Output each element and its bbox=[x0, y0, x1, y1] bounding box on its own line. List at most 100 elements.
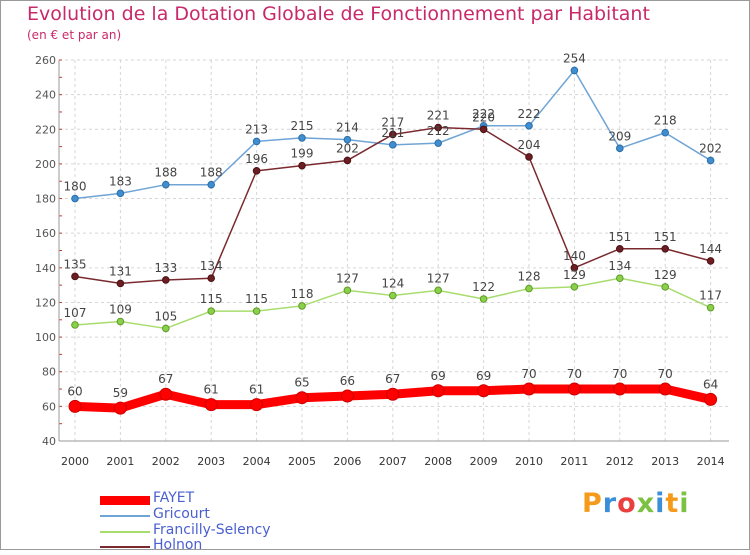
data-label-holnon: 204 bbox=[518, 138, 541, 152]
data-label-gricourt: 254 bbox=[563, 51, 586, 65]
x-tick-label: 2012 bbox=[606, 455, 634, 468]
proxiti-logo: Proxiti bbox=[582, 488, 690, 519]
data-label-fayet: 69 bbox=[431, 369, 446, 383]
data-label-gricourt: 188 bbox=[200, 166, 223, 180]
y-tick-label: 160 bbox=[35, 227, 56, 240]
data-label-francilly-selency: 134 bbox=[608, 259, 631, 273]
data-label-gricourt: 202 bbox=[699, 141, 722, 155]
data-label-fayet: 59 bbox=[113, 386, 128, 400]
data-point-fayet bbox=[204, 398, 218, 412]
data-label-gricourt: 188 bbox=[154, 166, 177, 180]
data-label-fayet: 61 bbox=[249, 383, 264, 397]
data-label-fayet: 64 bbox=[703, 377, 718, 391]
data-point-gricourt bbox=[706, 156, 715, 165]
data-point-holnon bbox=[116, 279, 125, 288]
legend-label: FAYET bbox=[153, 490, 195, 506]
data-point-francilly-selency bbox=[71, 321, 79, 329]
data-label-fayet: 70 bbox=[567, 367, 582, 381]
data-point-gricourt bbox=[434, 139, 443, 147]
legend-swatch bbox=[100, 531, 150, 533]
data-label-fayet: 69 bbox=[476, 369, 491, 383]
x-tick-label: 2001 bbox=[106, 455, 134, 468]
x-tick-label: 2004 bbox=[243, 455, 271, 468]
data-point-gricourt bbox=[570, 66, 579, 75]
data-label-holnon: 131 bbox=[109, 264, 132, 278]
data-point-holnon bbox=[706, 257, 715, 265]
data-label-francilly-selency: 127 bbox=[427, 271, 450, 285]
y-tick-label: 140 bbox=[35, 262, 56, 275]
data-point-gricourt bbox=[162, 180, 170, 189]
data-point-holnon bbox=[252, 167, 261, 175]
data-point-holnon bbox=[389, 130, 397, 139]
data-point-holnon bbox=[661, 244, 670, 253]
y-tick-label: 80 bbox=[42, 366, 56, 379]
data-point-francilly-selency bbox=[661, 283, 670, 291]
data-point-fayet bbox=[613, 382, 627, 396]
data-point-holnon bbox=[434, 123, 443, 132]
data-label-francilly-selency: 129 bbox=[654, 268, 677, 282]
data-point-fayet bbox=[658, 382, 672, 396]
data-point-gricourt bbox=[389, 141, 397, 149]
x-tick-label: 2014 bbox=[697, 455, 725, 468]
data-label-fayet: 67 bbox=[158, 372, 173, 386]
data-label-holnon: 144 bbox=[699, 242, 722, 256]
y-tick-label: 180 bbox=[35, 193, 56, 206]
legend-label: Francilly-Selency bbox=[153, 522, 271, 538]
data-point-fayet bbox=[704, 392, 718, 406]
data-point-holnon bbox=[343, 156, 352, 165]
data-label-francilly-selency: 115 bbox=[245, 292, 268, 306]
legend-swatch bbox=[100, 515, 150, 517]
data-point-gricourt bbox=[252, 137, 261, 146]
y-tick-label: 120 bbox=[35, 296, 56, 309]
data-point-fayet bbox=[159, 387, 173, 401]
x-tick-label: 2011 bbox=[560, 455, 588, 468]
data-point-fayet bbox=[522, 382, 536, 396]
data-label-holnon: 151 bbox=[608, 230, 631, 244]
legend-swatch bbox=[100, 495, 150, 505]
data-point-fayet bbox=[431, 384, 445, 398]
data-point-francilly-selency bbox=[116, 317, 125, 326]
data-point-francilly-selency bbox=[570, 283, 579, 291]
data-label-gricourt: 214 bbox=[336, 121, 359, 135]
data-label-fayet: 60 bbox=[67, 384, 82, 398]
data-label-francilly-selency: 129 bbox=[563, 268, 586, 282]
data-label-holnon: 202 bbox=[336, 141, 359, 155]
data-label-gricourt: 183 bbox=[109, 174, 132, 188]
data-label-francilly-selency: 118 bbox=[291, 287, 314, 301]
data-label-holnon: 133 bbox=[154, 261, 177, 275]
y-tick-label: 220 bbox=[35, 123, 56, 136]
data-point-holnon bbox=[570, 264, 579, 272]
data-label-gricourt: 180 bbox=[64, 180, 87, 194]
data-label-fayet: 70 bbox=[521, 367, 536, 381]
legend-label: Holnon bbox=[153, 537, 203, 553]
data-point-gricourt bbox=[616, 144, 624, 153]
data-point-holnon bbox=[71, 272, 79, 281]
data-label-fayet: 70 bbox=[658, 367, 673, 381]
legend-label: Gricourt bbox=[153, 506, 210, 522]
data-label-francilly-selency: 107 bbox=[64, 306, 87, 320]
data-label-holnon: 151 bbox=[654, 230, 677, 244]
chart-subtitle: (en € et par an) bbox=[27, 28, 122, 42]
data-label-gricourt: 211 bbox=[381, 126, 404, 140]
x-tick-label: 2003 bbox=[197, 455, 225, 468]
x-tick-label: 2000 bbox=[61, 455, 89, 468]
y-tick-label: 40 bbox=[42, 435, 56, 448]
data-point-gricourt bbox=[343, 135, 352, 144]
data-point-fayet bbox=[113, 401, 127, 415]
data-point-francilly-selency bbox=[525, 284, 533, 293]
data-label-holnon: 196 bbox=[245, 152, 268, 166]
legend-swatch bbox=[100, 546, 150, 548]
y-tick-label: 100 bbox=[35, 331, 56, 344]
data-label-francilly-selency: 105 bbox=[154, 309, 177, 323]
axis-layer: 40 60 80 100 120 140 160 180 200 220 240 260 2000 200… bbox=[35, 54, 729, 468]
data-label-holnon: 199 bbox=[291, 147, 314, 161]
data-point-fayet bbox=[340, 389, 354, 403]
data-label-francilly-selency: 127 bbox=[336, 271, 359, 285]
x-tick-label: 2010 bbox=[515, 455, 543, 468]
data-point-francilly-selency bbox=[207, 307, 215, 315]
data-point-holnon bbox=[162, 276, 170, 284]
data-point-francilly-selency bbox=[389, 291, 397, 300]
data-point-gricourt bbox=[207, 180, 215, 189]
